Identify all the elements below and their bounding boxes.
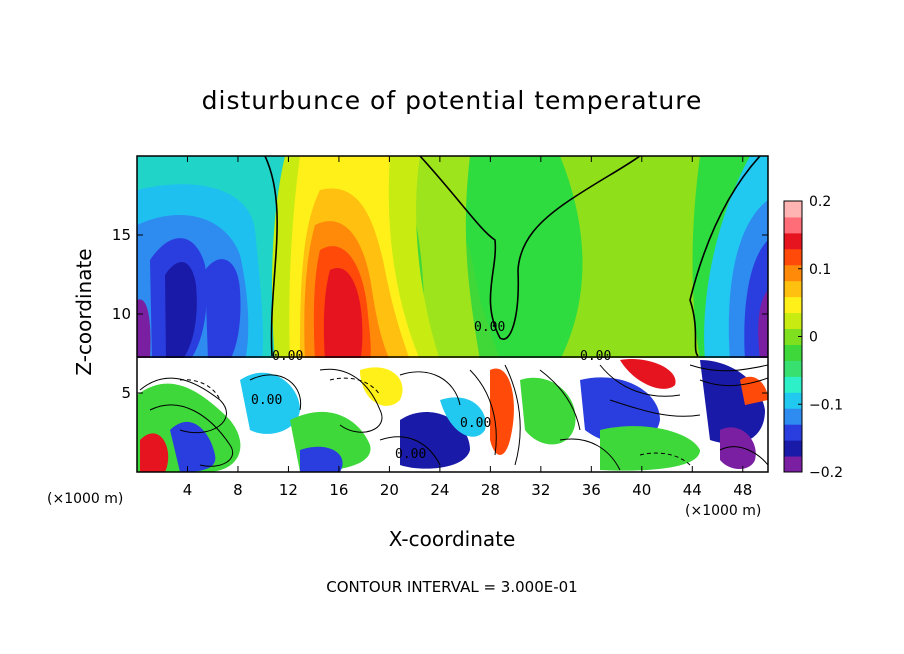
field-light-green-right [560, 156, 700, 360]
x-axis-label: X-coordinate [388, 527, 516, 551]
field-light-green-mid [400, 156, 480, 360]
colorbar-swatch [784, 232, 802, 250]
turb-cyan-1 [240, 372, 300, 434]
contour-label: 0.00 [272, 349, 303, 364]
contour-label: 0.00 [474, 320, 505, 335]
dashed-contours [179, 377, 691, 466]
turb-green-3 [520, 377, 576, 445]
x-tick-label: 44 [683, 481, 702, 499]
colorbar-tick-label: 0 [809, 330, 818, 346]
turb-red-1 [140, 433, 169, 472]
y-tick-label: 5 [121, 384, 131, 402]
purple-patch-left [137, 299, 151, 360]
turb-blue-3 [400, 411, 470, 469]
x-tick-label: 4 [183, 481, 193, 499]
colorbar-swatch [784, 201, 802, 218]
colorbar-swatch [784, 312, 802, 330]
colorbar-tick-label: −0.1 [809, 397, 843, 413]
x-tick-label: 48 [733, 481, 752, 499]
colorbar-tick-label: −0.2 [809, 465, 843, 481]
chart-title: disturbunce of potential temperature [201, 86, 703, 115]
turb-blue-2 [300, 446, 343, 472]
x-unit-right: (×1000 m) [685, 503, 762, 519]
y-axis-ticks: 5 10 15 [112, 226, 768, 402]
turb-purple-1 [720, 427, 756, 469]
zero-contour-trough [419, 156, 641, 340]
colorbar-swatch [784, 344, 802, 361]
plot-area [137, 156, 768, 472]
colorbar-swatch [784, 248, 802, 266]
contour-label: 0.00 [251, 393, 282, 408]
colorbar [783, 200, 803, 473]
x-tick-label: 28 [481, 481, 500, 499]
x-tick-label: 24 [430, 481, 449, 499]
y-tick-label: 10 [112, 305, 131, 323]
contour-label: 0.00 [580, 349, 611, 364]
turbulent-contours [139, 364, 768, 471]
cold-core-left-2 [165, 262, 197, 360]
x-tick-label: 16 [329, 481, 348, 499]
colorbar-swatch [784, 280, 802, 298]
cold-core-left-3 [205, 259, 241, 360]
purple-patch-right [758, 290, 768, 360]
colorbar-tick-label: 0.1 [809, 262, 831, 278]
y-tick-label: 15 [112, 226, 131, 244]
zero-contour-right [689, 156, 761, 357]
contour-interval: CONTOUR INTERVAL = 3.000E-01 [326, 578, 578, 596]
x-tick-label: 32 [531, 481, 550, 499]
x-unit-left: (×1000 m) [47, 491, 124, 507]
colorbar-tick-label: 0.2 [809, 194, 831, 210]
colorbar-swatch [784, 296, 802, 314]
turb-red-3 [620, 359, 676, 389]
y-axis-label: Z-coordinate [72, 248, 96, 376]
colorbar-swatch [784, 440, 802, 457]
colorbar-swatch [784, 424, 802, 441]
x-tick-label: 12 [279, 481, 298, 499]
colorbar-swatch [784, 392, 802, 409]
contour-label: 0.00 [395, 447, 426, 462]
colorbar-swatch [784, 376, 802, 393]
colorbar-swatch [784, 360, 802, 377]
x-tick-label: 8 [233, 481, 243, 499]
colorbar-swatch [784, 328, 802, 345]
contour-labels: 0.00 0.00 0.00 0.00 0.00 0.00 [251, 320, 611, 462]
contour-label: 0.00 [460, 416, 491, 431]
colorbar-swatch [784, 456, 802, 473]
turb-cyan-2 [440, 397, 486, 437]
warm-plume-core [323, 268, 363, 360]
zero-contour-left [264, 156, 278, 357]
x-tick-label: 20 [380, 481, 399, 499]
colorbar-swatch [784, 408, 802, 425]
x-tick-label: 36 [582, 481, 601, 499]
x-axis-ticks: 4 8 12 16 20 24 28 32 36 40 44 48 [183, 156, 752, 499]
colorbar-ticks: 0.2 0.1 0 −0.1 −0.2 [798, 194, 843, 481]
turb-green-4 [600, 426, 700, 471]
colorbar-swatch [784, 264, 802, 282]
turb-blue-1 [170, 421, 216, 472]
turb-yellow-1 [360, 367, 403, 406]
colorbar-swatch [784, 216, 802, 234]
x-tick-label: 40 [632, 481, 651, 499]
